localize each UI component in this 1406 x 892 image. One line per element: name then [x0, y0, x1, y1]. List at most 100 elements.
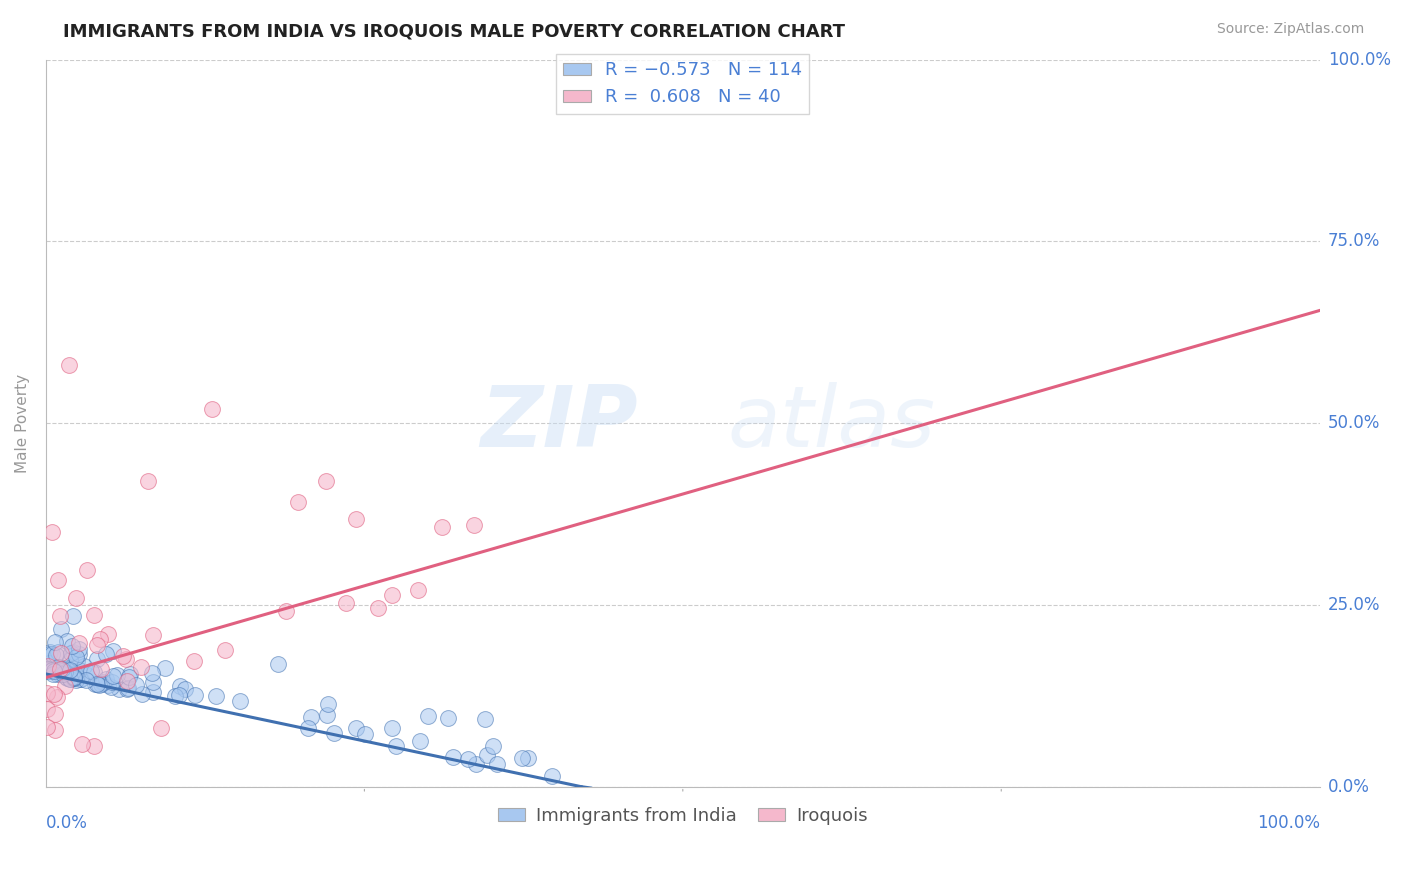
Point: [457, 752, 479, 766]
Point: [59, 672, 82, 686]
Point: [38, 657, 60, 671]
Point: [86, 677, 108, 691]
Point: [62, 639, 84, 653]
Point: [75, 673, 97, 687]
Text: atlas: atlas: [727, 382, 935, 465]
Point: [38, 645, 60, 659]
Point: [52, 661, 75, 675]
Point: [87, 678, 110, 692]
Point: [60, 671, 83, 685]
Point: [465, 757, 488, 772]
Point: [167, 688, 190, 702]
Point: [58, 358, 80, 372]
Point: [101, 669, 124, 683]
Point: [51, 663, 73, 677]
Point: [299, 709, 322, 723]
Point: [62, 670, 84, 684]
Point: [41, 525, 63, 540]
Point: [59, 663, 82, 677]
Point: [59, 672, 82, 686]
Point: [142, 675, 165, 690]
Point: [44, 723, 66, 738]
Text: 50.0%: 50.0%: [1329, 414, 1381, 432]
Point: [70, 737, 93, 751]
Point: [59, 646, 82, 660]
Point: [101, 674, 124, 689]
Point: [229, 694, 252, 708]
Text: 0.0%: 0.0%: [46, 814, 87, 832]
Point: [53, 665, 76, 679]
Point: [89, 632, 111, 646]
Point: [474, 712, 496, 726]
Point: [66, 670, 89, 684]
Point: [141, 665, 163, 680]
Point: [44, 634, 66, 648]
Point: [55, 670, 77, 684]
Point: [49, 608, 72, 623]
Point: [214, 643, 236, 657]
Point: [142, 685, 165, 699]
Point: [45, 648, 67, 662]
Point: [322, 725, 344, 739]
Point: [149, 721, 172, 735]
Point: [62, 671, 84, 685]
Point: [114, 652, 136, 666]
Point: [86, 652, 108, 666]
Point: [96, 647, 118, 661]
Point: [69, 673, 91, 687]
Point: [48, 661, 70, 675]
Point: [430, 520, 453, 534]
Point: [83, 608, 105, 623]
Point: [41, 647, 63, 661]
Point: [96, 672, 118, 686]
Point: [37, 665, 59, 679]
Y-axis label: Male Poverty: Male Poverty: [15, 374, 30, 473]
Point: [67, 647, 90, 661]
Point: [103, 644, 125, 658]
Point: [436, 711, 458, 725]
Point: [51, 664, 73, 678]
Point: [97, 626, 120, 640]
Point: [344, 512, 367, 526]
Point: [49, 622, 72, 636]
Point: [42, 665, 65, 679]
Point: [83, 665, 105, 680]
Point: [131, 687, 153, 701]
Point: [385, 739, 408, 754]
Point: [111, 648, 134, 663]
Point: [67, 664, 90, 678]
Point: [55, 665, 77, 680]
Text: 100.0%: 100.0%: [1257, 814, 1320, 832]
Point: [200, 401, 222, 416]
Point: [63, 667, 86, 681]
Point: [315, 475, 337, 489]
Point: [49, 667, 72, 681]
Point: [91, 675, 114, 690]
Point: [41, 666, 63, 681]
Point: [37, 686, 59, 700]
Point: [485, 757, 508, 772]
Point: [441, 750, 464, 764]
Point: [42, 687, 65, 701]
Point: [481, 739, 503, 753]
Point: [297, 721, 319, 735]
Point: [70, 672, 93, 686]
Point: [76, 668, 98, 682]
Point: [381, 722, 404, 736]
Point: [37, 663, 59, 677]
Point: [90, 677, 112, 691]
Point: [63, 668, 86, 682]
Point: [44, 706, 66, 721]
Legend: Immigrants from India, Iroquois: Immigrants from India, Iroquois: [491, 799, 875, 832]
Point: [76, 562, 98, 576]
Point: [335, 596, 357, 610]
Point: [46, 645, 69, 659]
Point: [184, 689, 207, 703]
Point: [49, 646, 72, 660]
Point: [46, 660, 69, 674]
Point: [416, 709, 439, 723]
Point: [115, 681, 138, 696]
Point: [516, 751, 538, 765]
Point: [53, 679, 76, 693]
Point: [59, 653, 82, 667]
